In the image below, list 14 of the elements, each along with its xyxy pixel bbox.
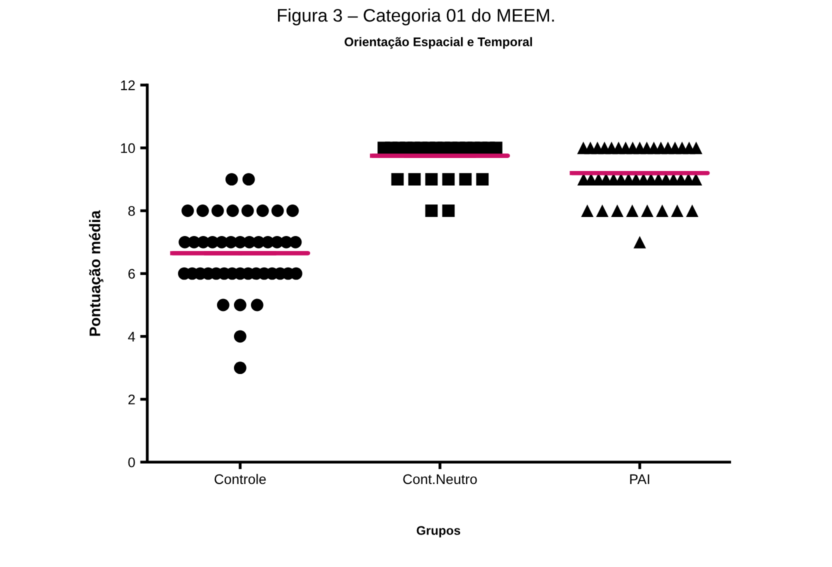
y-tick-label: 0 [128,457,135,468]
y-tick-label: 2 [128,394,135,404]
y-tick-label: 10 [121,143,135,154]
y-tick-label: 8 [128,206,135,216]
y-tick-label: 4 [128,332,136,342]
x-tick-label: Cont.Neutro [403,474,477,484]
x-tick-label: PAI [630,474,650,484]
chart-title: Orientação Espacial e Temporal [344,37,532,49]
x-tick-label: Controle [214,474,266,484]
y-tick-label: 12 [121,80,135,90]
chart-subtitle: Figura 3 – Categoria 01 do MEEM. [278,8,554,26]
y-axis-title: Pontuação média [88,210,104,336]
y-tick-label: 6 [128,268,135,279]
x-axis-title: Grupos [416,526,460,538]
